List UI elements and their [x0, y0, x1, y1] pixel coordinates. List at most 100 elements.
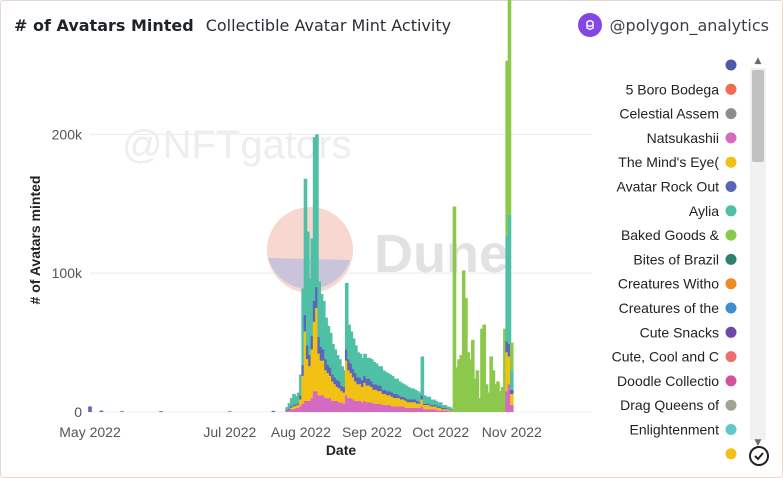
bar-segment [420, 399, 425, 407]
check-circle-icon[interactable] [749, 446, 769, 466]
bar-segment [388, 374, 393, 392]
bar-segment [305, 359, 310, 401]
bar-segment [335, 387, 340, 401]
legend-swatch [725, 399, 737, 411]
bar-segment [438, 410, 443, 412]
bar-segment [358, 377, 363, 385]
brand-link[interactable]: @polygon_analytics [577, 12, 769, 38]
bar-segment [507, 356, 512, 385]
chart-title: # of Avatars Minted [14, 15, 194, 35]
legend-swatch [725, 83, 737, 95]
legend-swatch [725, 229, 737, 241]
bar-segment [418, 392, 422, 403]
bar-segment [333, 400, 338, 412]
bar-segment [386, 405, 390, 412]
bar-segment [363, 400, 367, 412]
bar-segment [420, 356, 425, 396]
bar-segment [425, 403, 429, 406]
legend-scrollbar-thumb[interactable] [752, 70, 764, 162]
bar-segment [285, 409, 289, 411]
bar-segment [303, 400, 308, 412]
bar-segment [88, 406, 92, 412]
bar-segment [287, 409, 292, 412]
bar-segment [331, 381, 335, 401]
bar-segment [409, 402, 413, 408]
bars [88, 0, 514, 412]
bar-segment [351, 338, 356, 369]
x-tick-label: Oct 2022 [412, 424, 469, 440]
bar-segment [319, 346, 324, 361]
brand-label: @polygon_analytics [609, 15, 769, 35]
legend-label: The Mind's Eye( [618, 154, 719, 170]
bar-segment [445, 410, 450, 412]
bar-segment [509, 405, 514, 412]
legend-swatch [725, 132, 737, 144]
legend-label: Creatures of the [619, 300, 720, 316]
bar-segment [406, 402, 411, 408]
bar-segment [438, 406, 443, 408]
bar-segment [328, 367, 333, 376]
bar-segment [296, 407, 301, 412]
legend-swatch [725, 205, 737, 217]
bar-segment [464, 298, 468, 412]
bar-segment [390, 375, 395, 393]
bar-segment [491, 370, 496, 412]
bar-segment [415, 403, 420, 408]
x-tick-label: May 2022 [59, 424, 121, 440]
bar-segment [477, 398, 482, 412]
bar-segment [438, 402, 443, 407]
bar-segment [342, 403, 347, 412]
bar-segment [349, 331, 354, 364]
bar-segment [468, 359, 473, 412]
bar-segment [285, 410, 289, 412]
bar-segment [308, 278, 312, 356]
bar-segment [319, 360, 324, 396]
bar-segment [354, 373, 358, 382]
bar-segment [356, 400, 360, 412]
bar-segment [308, 366, 312, 401]
bar-segment [411, 399, 416, 403]
bar-segment [377, 391, 381, 404]
bar-segment [418, 402, 422, 404]
bar-segment [289, 409, 294, 412]
bar-segment [415, 407, 420, 412]
bar-segment [505, 341, 509, 353]
bar-segment [326, 398, 331, 412]
bar-segment [406, 399, 411, 403]
bar-segment [450, 409, 454, 411]
bar-segment [159, 411, 163, 412]
bar-segment [333, 349, 338, 378]
scroll-down-icon[interactable]: ▼ [754, 438, 762, 448]
bar-segment [411, 402, 416, 408]
bar-segment [312, 137, 317, 301]
bar-segment [370, 359, 374, 382]
bar-segment [354, 381, 358, 401]
bar-segment [347, 370, 351, 399]
bar-segment [347, 324, 351, 360]
bar-segment [372, 403, 377, 412]
bar-segment [308, 355, 312, 367]
bar-segment [340, 402, 344, 412]
bar-segment [399, 382, 404, 397]
bar-segment [354, 400, 358, 412]
bar-segment [450, 410, 454, 412]
bar-segment [436, 406, 441, 408]
bar-segment [315, 287, 319, 308]
bar-segment [338, 402, 342, 412]
bar-segment [399, 396, 404, 400]
bar-segment [413, 399, 418, 403]
bar-segment [322, 349, 326, 361]
bar-segment [340, 366, 344, 386]
bar-segment [338, 381, 342, 389]
scroll-up-icon[interactable]: ▲ [754, 56, 762, 66]
bar-segment [480, 328, 484, 412]
bar-segment [312, 391, 317, 412]
bar-segment [342, 392, 347, 404]
legend-swatch [725, 302, 737, 314]
bar-segment [324, 359, 328, 371]
bar-segment [448, 409, 452, 412]
bar-segment [351, 399, 356, 412]
bar-segment [415, 400, 420, 404]
bar-segment [413, 389, 418, 400]
bar-segment [370, 381, 374, 388]
